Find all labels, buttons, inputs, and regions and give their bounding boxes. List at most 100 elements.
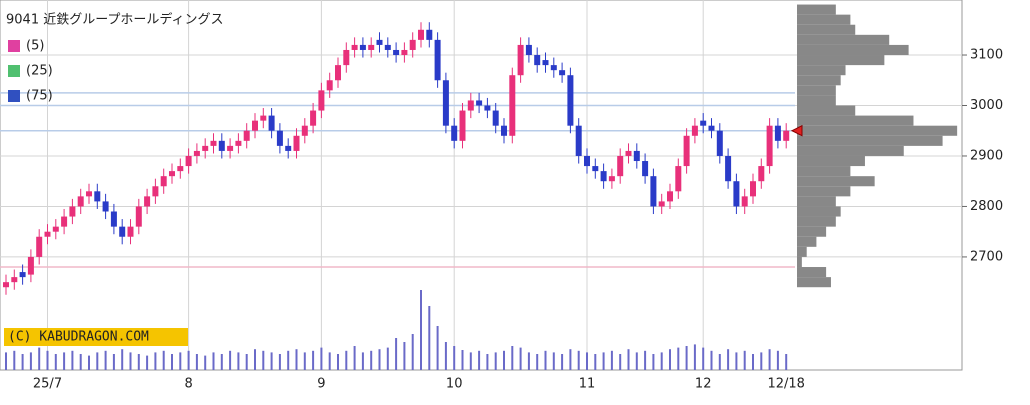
volume-bar xyxy=(669,349,671,370)
x-tick-label: 12/18 xyxy=(767,377,804,392)
profile-bar xyxy=(797,135,943,146)
candle-body xyxy=(27,256,34,275)
volume-bar xyxy=(544,350,547,370)
volume-bar xyxy=(121,349,124,370)
x-tick-label: 11 xyxy=(579,377,596,392)
volume-bar xyxy=(13,350,16,370)
volume-bar xyxy=(685,346,688,370)
candle-body xyxy=(326,80,333,91)
candle-body xyxy=(459,110,466,141)
volume-bar xyxy=(610,350,613,370)
candle-body xyxy=(102,201,109,212)
x-tick-label: 25/7 xyxy=(33,377,62,392)
candle-body xyxy=(783,130,790,141)
legend-swatch xyxy=(8,40,20,52)
candle-body xyxy=(567,75,574,126)
volume-bar xyxy=(154,352,157,370)
profile-bar xyxy=(797,267,827,278)
candle-body xyxy=(683,135,690,167)
profile-bar xyxy=(797,155,865,167)
candle-body xyxy=(185,155,192,167)
volume-bar xyxy=(262,350,265,370)
x-tick-label: 12 xyxy=(695,377,712,392)
candle-body xyxy=(442,80,449,126)
candle-body xyxy=(617,155,624,177)
profile-bar xyxy=(797,85,836,96)
candle-body xyxy=(368,44,375,50)
profile-bar xyxy=(797,55,885,66)
volume-bar xyxy=(718,354,721,370)
volume-bar xyxy=(220,354,223,370)
candle-body xyxy=(177,166,184,172)
volume-bar xyxy=(129,352,132,370)
volume-bar xyxy=(619,354,622,370)
volume-bar xyxy=(287,350,290,370)
profile-bar xyxy=(797,216,836,227)
volume-bar xyxy=(112,354,115,370)
candle-body xyxy=(119,226,126,237)
profile-bar xyxy=(797,125,958,136)
volume-bar xyxy=(536,354,539,370)
candle-body xyxy=(691,125,698,136)
volume-bar xyxy=(602,352,605,370)
volume-bar xyxy=(146,355,149,370)
candle-body xyxy=(733,181,740,207)
candle-body xyxy=(218,140,225,151)
candle-body xyxy=(318,90,325,111)
candle-body xyxy=(467,100,474,111)
volume-bar xyxy=(453,346,456,370)
legend-label: (25) xyxy=(26,64,53,79)
volume-bar xyxy=(768,349,771,370)
volume-bar xyxy=(312,350,315,370)
volume-bar xyxy=(46,350,49,370)
candle-body xyxy=(774,125,781,141)
candle-body xyxy=(658,201,665,207)
volume-bar xyxy=(137,354,140,370)
candle-body xyxy=(426,29,433,40)
volume-bar xyxy=(5,352,7,370)
volume-bar xyxy=(486,354,489,370)
profile-bar xyxy=(797,65,846,76)
profile-bar xyxy=(797,145,904,156)
candle-body xyxy=(152,186,159,197)
candle-body xyxy=(268,115,275,131)
volume-bar xyxy=(88,355,90,370)
volume-bar xyxy=(320,347,323,370)
candle-body xyxy=(285,145,292,151)
candle-body xyxy=(235,140,242,146)
volume-bar xyxy=(511,346,514,370)
volume-bar xyxy=(229,350,232,370)
profile-bar xyxy=(797,256,802,268)
candle-body xyxy=(525,44,532,56)
volume-bar xyxy=(29,352,32,370)
candle-body xyxy=(401,49,408,56)
candle-body xyxy=(650,176,657,207)
x-tick-label: 10 xyxy=(446,377,463,392)
candle-body xyxy=(335,65,341,81)
volume-bar xyxy=(270,352,273,370)
profile-bar xyxy=(797,95,836,106)
volume-bar xyxy=(710,350,713,370)
candle-body xyxy=(667,191,673,202)
volume-bar xyxy=(652,354,655,370)
candle-body xyxy=(227,145,234,151)
candle-body xyxy=(169,171,175,177)
profile-bar xyxy=(797,105,856,116)
candle-body xyxy=(19,272,26,278)
volume-bar xyxy=(345,350,348,370)
candle-body xyxy=(52,226,59,232)
candle-body xyxy=(501,125,507,136)
candle-body xyxy=(351,44,358,50)
candle-body xyxy=(584,155,590,167)
candle-body xyxy=(418,29,424,40)
candle-body xyxy=(110,211,117,227)
candle-body xyxy=(675,166,682,192)
candle-body xyxy=(592,166,599,172)
candle-body xyxy=(276,130,283,146)
candle-body xyxy=(608,176,615,182)
volume-bar xyxy=(677,347,680,370)
candle-body xyxy=(451,125,458,141)
volume-bar xyxy=(785,354,788,370)
volume-bar xyxy=(420,290,422,370)
